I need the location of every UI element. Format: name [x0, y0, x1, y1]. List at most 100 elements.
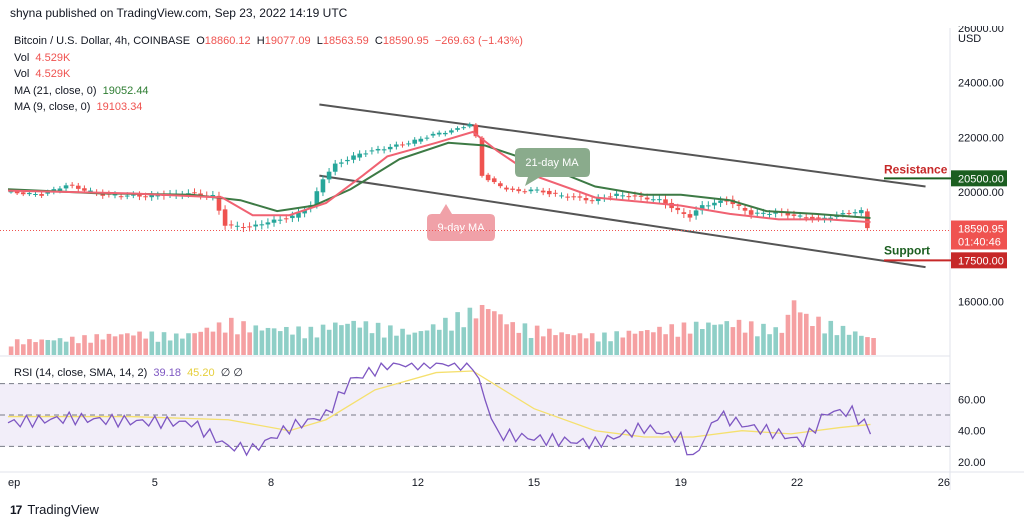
volume-bar: [608, 341, 613, 355]
last-price-tag: 18590.95: [958, 224, 1004, 236]
volume-bar: [681, 322, 687, 355]
candle-body: [491, 178, 497, 183]
candle-body: [131, 194, 136, 196]
candle-body: [546, 190, 552, 195]
volume-bar: [63, 341, 69, 355]
volume-bar: [455, 312, 460, 355]
ma21-line: [7, 141, 871, 219]
volume-bar: [82, 335, 87, 355]
footer[interactable]: 17 TradingView: [10, 502, 99, 517]
candle-body: [614, 193, 619, 196]
candle-body: [736, 204, 742, 206]
volume-bar: [577, 333, 583, 355]
rsi-value: 39.18: [153, 367, 181, 379]
candle-body: [222, 209, 228, 226]
candle-body: [565, 196, 570, 198]
moving-averages: [7, 130, 871, 224]
ma9-line: [7, 130, 871, 224]
candle-body: [687, 214, 693, 218]
rsi-tick-label: 60.00: [958, 394, 986, 406]
ma21-value: 19052.44: [102, 84, 149, 97]
volume-bar: [522, 323, 528, 355]
vol-label-1: Vol: [14, 51, 30, 64]
candle-body: [259, 224, 265, 226]
volume-bar: [571, 335, 577, 355]
volume-bar: [302, 338, 308, 355]
volume-bar: [363, 321, 369, 355]
time-tick-label: 15: [528, 477, 540, 489]
candle-body: [400, 144, 405, 146]
volume-bar: [461, 327, 467, 355]
candle-body: [595, 197, 601, 202]
volume-bar: [693, 321, 699, 355]
candle-body: [332, 163, 338, 172]
volume-bar: [479, 304, 485, 355]
volume-bar: [253, 325, 259, 355]
volume-bar: [137, 331, 142, 355]
candle-body: [424, 137, 430, 139]
candle-body: [39, 194, 44, 196]
volume-bar: [265, 327, 271, 355]
candle-body: [534, 189, 540, 191]
close-value: 18590.95: [382, 35, 429, 47]
volume-bar: [8, 346, 14, 355]
candle-body: [235, 225, 240, 227]
volume-bar: [540, 336, 546, 355]
volume-bar: [33, 342, 38, 355]
candle-body: [82, 188, 87, 191]
candle-body: [650, 199, 656, 201]
volume-bar: [259, 330, 265, 355]
volume-bar: [296, 326, 301, 355]
volume-bar: [180, 338, 185, 355]
candle-body: [449, 130, 454, 133]
candle-body: [852, 212, 858, 214]
candle-body: [791, 214, 797, 216]
last-price-tag-bg: [951, 220, 1007, 250]
rsi-extra: ∅ ∅: [220, 367, 243, 379]
candle-body: [589, 200, 595, 202]
volume-bar: [369, 333, 375, 355]
volume-bar: [785, 314, 791, 355]
time-tick-label: 8: [268, 477, 274, 489]
volume-bar: [467, 307, 473, 355]
support-resistance: Resistance 20500.00 Support 17500.00 18590.9…: [0, 162, 1007, 269]
rsi-ma-value: 45.20: [187, 367, 215, 379]
volume-bar: [669, 324, 675, 355]
candle-body: [699, 205, 705, 211]
volume-bar: [834, 335, 840, 355]
volume-bar: [418, 331, 424, 355]
high-label: H: [256, 35, 265, 47]
close-label: C: [374, 35, 383, 47]
candle-body: [748, 210, 754, 215]
ma21-label: MA (21, close, 0): [14, 84, 97, 97]
volume-bar: [547, 328, 552, 355]
candle-body: [718, 200, 723, 203]
candle-body: [828, 217, 833, 220]
volume-bar: [724, 321, 730, 355]
price-chart[interactable]: 21-day MA 9-day MA Resistance 20500.00 Supp…: [0, 26, 1024, 496]
candle-body: [816, 217, 821, 219]
volume-bar: [106, 333, 112, 355]
candle-body: [357, 153, 362, 158]
volume-bar: [638, 331, 644, 355]
volume-bar: [748, 321, 754, 355]
volume-bar: [351, 320, 356, 355]
volume-bar: [94, 334, 100, 355]
volume-bar: [596, 341, 601, 355]
candle-body: [620, 195, 625, 197]
candle-body: [247, 226, 252, 228]
candle-body: [33, 194, 38, 196]
volume-bar: [210, 331, 216, 355]
candle-body: [290, 215, 295, 219]
volume-bar: [57, 338, 63, 355]
candle-body: [339, 162, 344, 164]
channel-upper-line: [319, 103, 926, 188]
time-tick-label: 22: [791, 477, 803, 489]
candle-body: [846, 212, 852, 214]
candle-body: [69, 184, 75, 186]
volume-bar: [45, 339, 51, 355]
volume-bar: [320, 324, 326, 355]
volume-bar: [27, 339, 32, 355]
volume-bar: [241, 321, 246, 355]
resistance-tag-bg: [951, 170, 1007, 187]
